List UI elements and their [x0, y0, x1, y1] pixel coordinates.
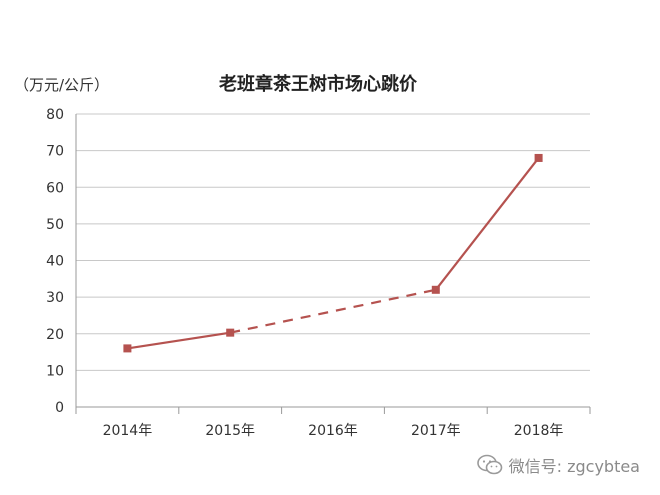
watermark-text: 微信号: zgcybtea [508, 457, 640, 476]
y-tick-label: 30 [46, 290, 64, 306]
x-tick-label: 2016年 [308, 423, 358, 439]
x-tick-label: 2017年 [411, 423, 461, 439]
series-markers [123, 153, 543, 353]
wechat-icon [476, 454, 503, 476]
data-point-marker [123, 344, 132, 353]
x-tick-label: 2018年 [514, 423, 564, 439]
y-tick-label: 40 [46, 254, 64, 270]
y-tick-label: 80 [46, 107, 64, 123]
y-tick-label: 60 [46, 180, 64, 196]
watermark: 微信号: zgcybtea [476, 453, 640, 477]
data-point-marker [226, 328, 235, 337]
y-tick-label: 0 [55, 400, 64, 416]
y-tick-label: 50 [46, 217, 64, 233]
series-segment-dashed [229, 288, 437, 334]
series-line [127, 157, 540, 350]
y-tick-label: 70 [46, 144, 64, 160]
data-point-marker [431, 285, 440, 294]
chart-title: 老班章茶王树市场心跳价 [219, 73, 418, 95]
series-segment [127, 331, 231, 350]
unit-label: （万元/公斤） [14, 76, 109, 94]
data-point-marker [534, 153, 543, 162]
x-tick-label: 2015年 [205, 423, 255, 439]
y-tick-label: 10 [46, 363, 64, 379]
y-tick-labels: 0 10 20 30 40 50 60 70 80 [46, 107, 64, 416]
y-tick-label: 20 [46, 327, 64, 343]
x-tick-label: 2014年 [103, 423, 153, 439]
series-segment [434, 157, 540, 291]
x-tick-labels: 2014年 2015年 2016年 2017年 2018年 [103, 423, 564, 439]
gridlines [75, 113, 591, 414]
